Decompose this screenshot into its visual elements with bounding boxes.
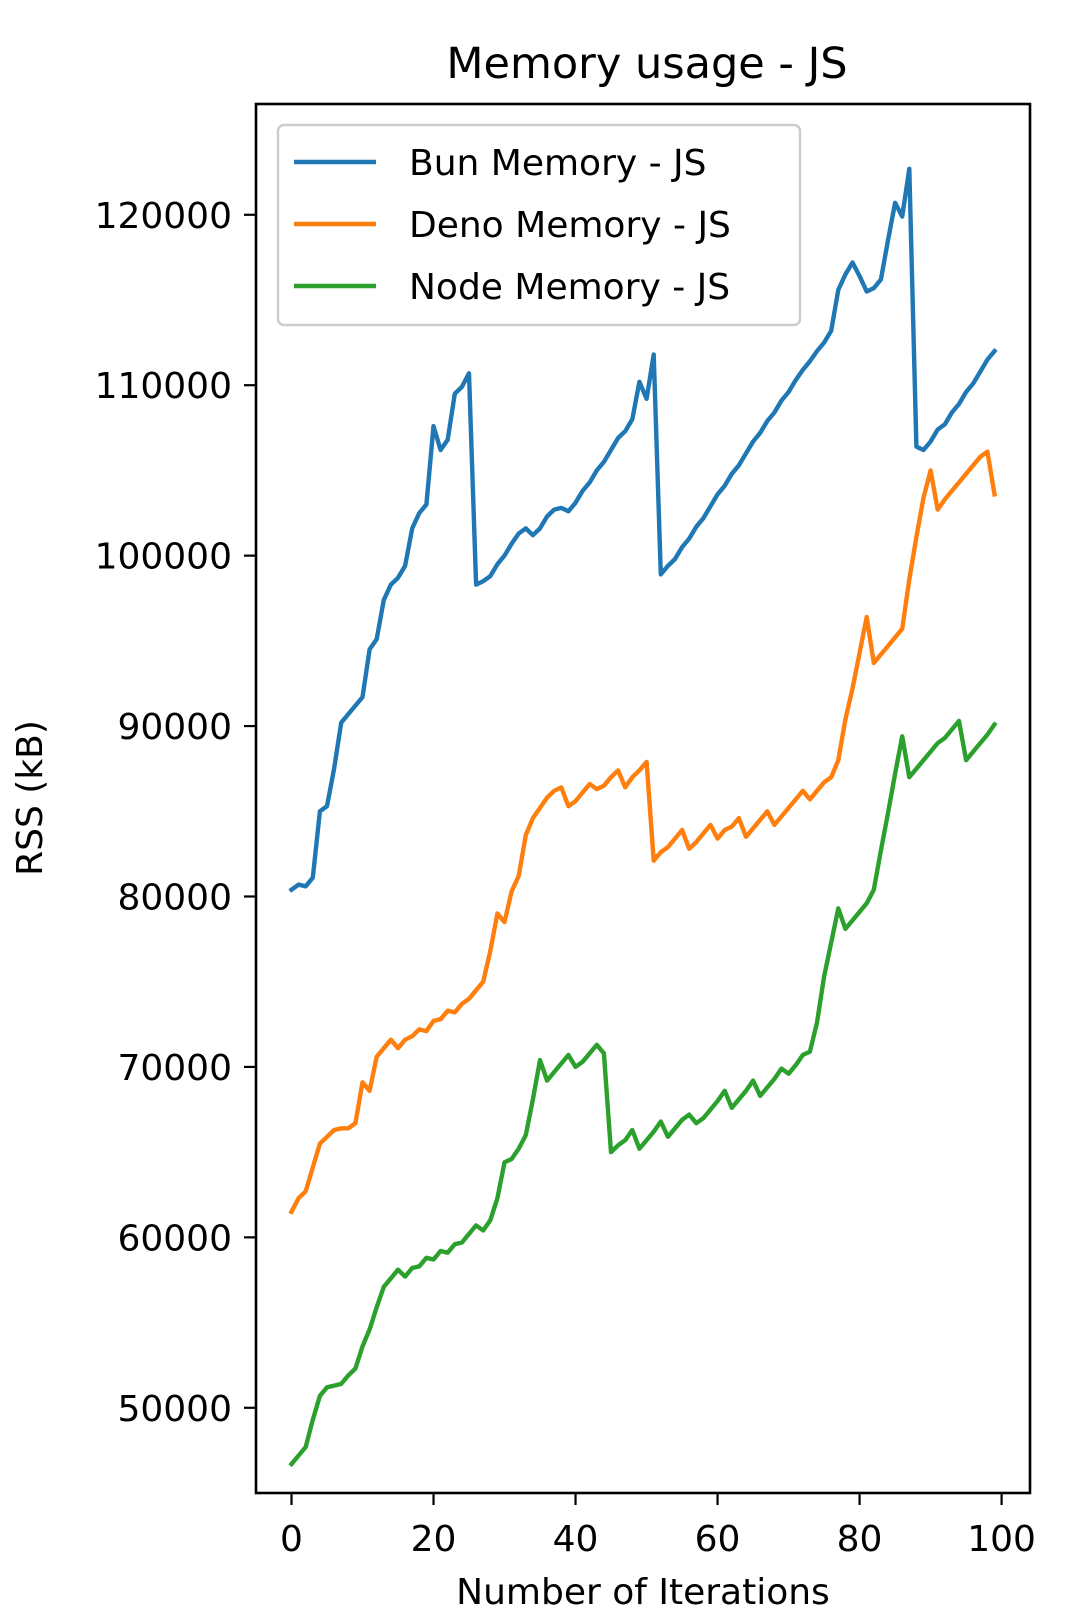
y-tick-label: 100000 [95,537,232,578]
x-tick-label: 100 [967,1519,1036,1560]
legend: Bun Memory - JS Deno Memory - JS Node Memo… [276,123,802,327]
x-axis-label: Number of Iterations [456,1572,830,1613]
y-tick-label: 50000 [117,1389,232,1430]
x-tick-label: 40 [553,1519,599,1560]
series-line-0 [288,166,998,893]
x-tick-label: 0 [280,1519,303,1560]
series-line-1 [288,449,998,1215]
chart-title: Memory usage - JS [446,39,847,89]
legend-entry-2: Node Memory - JS [294,267,730,308]
legend-frame [276,123,802,327]
x-tick-label: 60 [695,1519,741,1560]
y-tick-label: 60000 [117,1218,232,1259]
y-tick-label: 110000 [95,366,232,407]
y-tick-label: 70000 [117,1048,232,1089]
plot-area-frame [254,102,1032,1495]
series-lines [288,166,998,1468]
legend-label: Deno Memory - JS [409,205,731,246]
x-tick-label: 20 [411,1519,457,1560]
legend-label: Bun Memory - JS [409,143,707,184]
legend-entry-1: Deno Memory - JS [294,205,731,246]
y-tick-label: 80000 [117,877,232,918]
y-tick-label: 120000 [95,196,232,237]
y-axis-label: RSS (kB) [10,720,51,876]
legend-entry-0: Bun Memory - JS [294,143,707,184]
series-line-2 [288,718,998,1468]
x-tick-label: 80 [837,1519,883,1560]
legend-label: Node Memory - JS [409,267,730,308]
y-axis: 50000 60000 70000 80000 90000 100000 110000 120… [95,196,256,1430]
y-tick-label: 90000 [117,707,232,748]
x-axis: 0 20 40 60 80 100 [280,1493,1036,1560]
